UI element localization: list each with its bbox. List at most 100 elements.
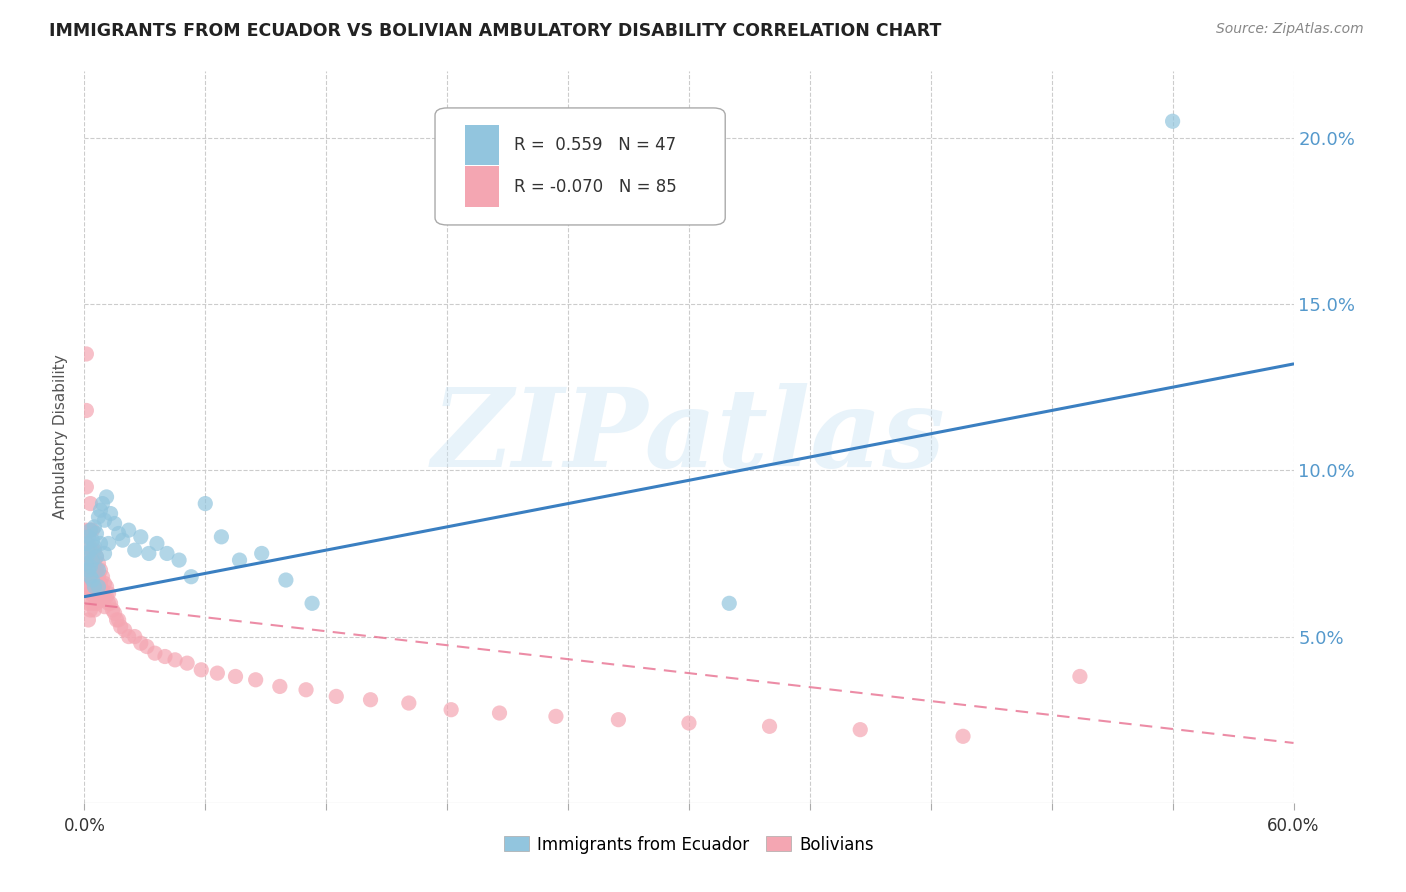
Point <box>77 596 100 610</box>
Point <box>86 586 108 600</box>
Point <box>87 580 110 594</box>
Point <box>135 640 157 654</box>
Point <box>79 543 101 558</box>
Point <box>952 729 974 743</box>
Point <box>301 596 323 610</box>
Point <box>82 533 104 548</box>
Text: IMMIGRANTS FROM ECUADOR VS BOLIVIAN AMBULATORY DISABILITY CORRELATION CHART: IMMIGRANTS FROM ECUADOR VS BOLIVIAN AMBU… <box>49 22 942 40</box>
Point <box>110 619 132 633</box>
Point <box>82 557 104 571</box>
Point <box>93 576 115 591</box>
Point <box>228 553 250 567</box>
Point <box>124 630 146 644</box>
Point <box>146 536 169 550</box>
Point <box>107 526 129 541</box>
Text: Source: ZipAtlas.com: Source: ZipAtlas.com <box>1216 22 1364 37</box>
Point <box>82 573 104 587</box>
Point <box>77 536 100 550</box>
Point <box>96 490 118 504</box>
Point <box>82 596 104 610</box>
Point <box>100 507 122 521</box>
Point <box>107 613 129 627</box>
Point <box>75 536 97 550</box>
Point <box>86 549 108 564</box>
Point <box>89 563 111 577</box>
Point <box>79 563 101 577</box>
Point <box>143 646 166 660</box>
Point <box>83 540 105 554</box>
Point <box>82 543 104 558</box>
Text: ZIPatlas: ZIPatlas <box>432 384 946 491</box>
Point <box>156 546 179 560</box>
Point <box>83 580 105 594</box>
FancyBboxPatch shape <box>465 125 499 165</box>
Point <box>209 530 232 544</box>
Point <box>79 559 101 574</box>
Point <box>245 673 267 687</box>
Point <box>96 580 118 594</box>
Point <box>79 570 101 584</box>
Point <box>83 590 105 604</box>
Point <box>1069 669 1091 683</box>
Point <box>758 719 780 733</box>
Point <box>93 590 115 604</box>
Point <box>75 480 97 494</box>
Legend: Immigrants from Ecuador, Bolivians: Immigrants from Ecuador, Bolivians <box>498 829 880 860</box>
Point <box>86 526 108 541</box>
Point <box>96 590 118 604</box>
Point <box>544 709 567 723</box>
Point <box>75 557 97 571</box>
Point <box>91 570 114 584</box>
Point <box>360 692 382 706</box>
Point <box>440 703 463 717</box>
Point <box>82 553 104 567</box>
Point <box>129 636 152 650</box>
Point <box>83 603 105 617</box>
Point <box>118 630 141 644</box>
Text: R =  0.559   N = 47: R = 0.559 N = 47 <box>513 136 676 153</box>
Point <box>105 613 128 627</box>
Point <box>104 607 127 621</box>
Point <box>225 669 247 683</box>
Point <box>104 516 127 531</box>
Point <box>83 580 105 594</box>
Point <box>79 497 101 511</box>
Point <box>207 666 229 681</box>
Point <box>849 723 872 737</box>
FancyBboxPatch shape <box>465 167 499 207</box>
Point <box>93 513 115 527</box>
Point <box>165 653 187 667</box>
Point <box>79 576 101 591</box>
Point <box>91 593 114 607</box>
Point <box>180 570 202 584</box>
Point <box>75 347 97 361</box>
Point <box>89 536 111 550</box>
Point <box>79 586 101 600</box>
Point <box>79 546 101 560</box>
Point <box>79 523 101 537</box>
Point <box>77 530 100 544</box>
Point <box>93 599 115 614</box>
Point <box>82 523 104 537</box>
Point <box>83 557 105 571</box>
Point <box>190 663 212 677</box>
Point <box>718 596 741 610</box>
Point <box>83 570 105 584</box>
Point <box>607 713 630 727</box>
Point <box>129 530 152 544</box>
Point <box>77 563 100 577</box>
Point <box>75 523 97 537</box>
Point <box>91 582 114 597</box>
Point <box>118 523 141 537</box>
Point <box>97 596 120 610</box>
Point <box>79 523 101 537</box>
Point <box>79 603 101 617</box>
FancyBboxPatch shape <box>434 108 725 225</box>
Y-axis label: Ambulatory Disability: Ambulatory Disability <box>53 355 69 519</box>
Point <box>89 590 111 604</box>
Point <box>93 546 115 560</box>
Point <box>678 716 700 731</box>
Point <box>86 596 108 610</box>
Point <box>138 546 160 560</box>
Text: R = -0.070   N = 85: R = -0.070 N = 85 <box>513 178 676 195</box>
